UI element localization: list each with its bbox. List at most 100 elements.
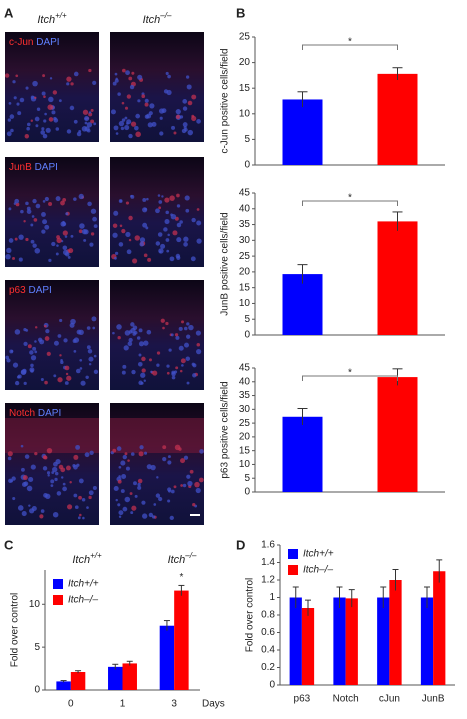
nucleus bbox=[131, 369, 136, 375]
nucleus bbox=[128, 337, 133, 343]
nucleus bbox=[135, 131, 141, 138]
nucleus bbox=[40, 509, 45, 513]
nucleus bbox=[86, 122, 93, 128]
nucleus bbox=[173, 131, 177, 135]
nucleus bbox=[6, 131, 12, 137]
nucleus bbox=[81, 497, 86, 502]
nucleus bbox=[70, 82, 74, 86]
y-tick-label: 20 bbox=[239, 432, 251, 443]
nucleus bbox=[134, 125, 139, 131]
nucleus bbox=[118, 465, 122, 469]
nucleus bbox=[130, 194, 135, 199]
nucleus bbox=[15, 74, 19, 78]
nucleus bbox=[12, 362, 19, 368]
nucleus bbox=[84, 121, 88, 125]
nucleus bbox=[152, 370, 158, 376]
nucleus bbox=[86, 326, 91, 330]
nucleus bbox=[160, 318, 165, 323]
nucleus bbox=[40, 130, 46, 135]
marker-name: Notch bbox=[9, 408, 35, 419]
nucleus bbox=[182, 99, 188, 104]
nucleus bbox=[114, 256, 117, 260]
y-tick-label: 1.4 bbox=[261, 557, 275, 568]
nucleus bbox=[87, 349, 93, 354]
nucleus bbox=[78, 495, 82, 500]
y-axis-label: c-Jun positive cells/field bbox=[220, 48, 231, 153]
nucleus bbox=[44, 224, 50, 230]
nucleus bbox=[34, 96, 37, 99]
nucleus bbox=[171, 370, 176, 375]
nucleus bbox=[182, 106, 188, 111]
nucleus bbox=[116, 324, 122, 330]
nucleus bbox=[196, 348, 202, 355]
y-tick-label: 45 bbox=[239, 363, 251, 374]
nucleus bbox=[191, 217, 196, 223]
nucleus bbox=[73, 197, 77, 201]
stain-name: DAPI bbox=[36, 37, 59, 48]
nucleus bbox=[7, 451, 13, 457]
nucleus bbox=[45, 127, 51, 133]
significance-mark: * bbox=[179, 572, 183, 583]
nucleus bbox=[196, 238, 202, 244]
nucleus bbox=[183, 455, 189, 460]
nucleus bbox=[167, 233, 170, 237]
nucleus bbox=[138, 341, 144, 347]
nucleus bbox=[82, 109, 89, 115]
nucleus bbox=[48, 258, 52, 263]
nucleus bbox=[148, 358, 152, 362]
y-tick-label: 0 bbox=[244, 160, 250, 171]
nucleus bbox=[4, 73, 10, 78]
nucleus bbox=[62, 230, 68, 236]
nucleus bbox=[65, 465, 71, 471]
nucleus bbox=[92, 326, 96, 330]
nucleus bbox=[90, 208, 97, 214]
bar bbox=[159, 625, 175, 690]
nucleus bbox=[183, 236, 189, 242]
nucleus bbox=[128, 215, 133, 221]
nucleus bbox=[167, 487, 172, 492]
nucleus bbox=[134, 494, 138, 498]
nucleus bbox=[18, 234, 24, 240]
nucleus bbox=[142, 197, 147, 202]
nucleus bbox=[118, 510, 124, 516]
y-tick-label: 20 bbox=[239, 267, 251, 278]
nucleus bbox=[172, 230, 178, 236]
bar bbox=[389, 580, 402, 685]
nucleus bbox=[138, 380, 143, 385]
bar bbox=[377, 73, 418, 165]
nucleus bbox=[175, 114, 181, 120]
micrograph-layer bbox=[5, 418, 99, 453]
nucleus bbox=[115, 498, 118, 502]
nucleus bbox=[120, 489, 125, 494]
nucleus bbox=[191, 115, 197, 122]
nucleus bbox=[24, 454, 30, 459]
nucleus bbox=[86, 345, 91, 350]
micrograph bbox=[5, 403, 99, 525]
nucleus bbox=[194, 481, 200, 488]
nucleus bbox=[187, 129, 194, 136]
nucleus bbox=[138, 328, 143, 333]
nucleus bbox=[30, 119, 34, 122]
nucleus bbox=[88, 68, 92, 73]
nucleus bbox=[167, 455, 171, 459]
nucleus bbox=[62, 220, 65, 224]
nucleus bbox=[43, 493, 48, 498]
nucleus bbox=[50, 484, 54, 488]
nucleus bbox=[185, 75, 190, 79]
nucleus bbox=[157, 194, 161, 197]
nucleus bbox=[57, 334, 62, 338]
nucleus bbox=[30, 464, 36, 470]
y-tick-label: 0 bbox=[244, 330, 250, 341]
nucleus bbox=[25, 201, 29, 206]
nucleus bbox=[139, 241, 145, 247]
genotype-sup: –/– bbox=[184, 551, 197, 560]
nucleus bbox=[84, 452, 90, 458]
nucleus bbox=[181, 364, 184, 367]
bar bbox=[282, 99, 323, 165]
nucleus bbox=[126, 94, 132, 99]
nucleus bbox=[34, 326, 38, 329]
nucleus bbox=[178, 447, 182, 451]
nucleus bbox=[46, 351, 51, 356]
marker-name: p63 bbox=[9, 285, 26, 296]
nucleus bbox=[167, 460, 172, 465]
